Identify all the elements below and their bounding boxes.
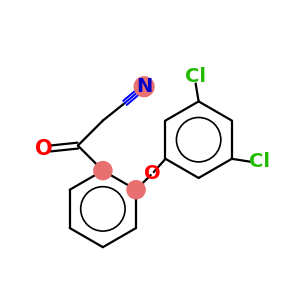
Circle shape — [127, 181, 145, 199]
Text: Cl: Cl — [185, 67, 206, 86]
Text: Cl: Cl — [249, 152, 270, 171]
Circle shape — [134, 77, 154, 97]
Text: N: N — [136, 77, 152, 96]
Circle shape — [94, 161, 112, 180]
Text: O: O — [144, 164, 160, 183]
Text: O: O — [34, 139, 52, 158]
